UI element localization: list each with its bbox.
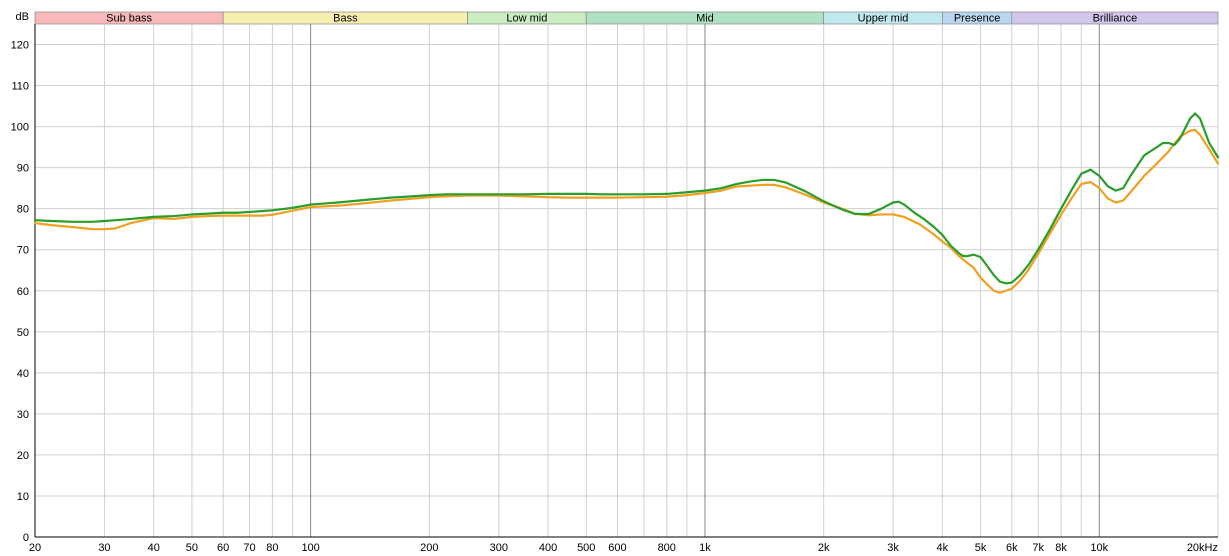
svg-text:20: 20 xyxy=(17,450,29,462)
svg-text:60: 60 xyxy=(17,286,29,298)
svg-text:2k: 2k xyxy=(818,542,830,554)
svg-text:800: 800 xyxy=(658,542,676,554)
svg-text:Brilliance: Brilliance xyxy=(1093,12,1138,24)
svg-text:Sub bass: Sub bass xyxy=(106,12,152,24)
y-axis-label: dB xyxy=(16,11,29,23)
svg-text:30: 30 xyxy=(98,542,110,554)
frequency-response-chart: Sub bass Bass Low mid Mid Upper mid Presence B… xyxy=(0,0,1229,556)
svg-text:Bass: Bass xyxy=(333,12,358,24)
svg-text:5k: 5k xyxy=(975,542,987,554)
svg-text:1k: 1k xyxy=(699,542,711,554)
svg-text:4k: 4k xyxy=(937,542,949,554)
svg-text:70: 70 xyxy=(243,542,255,554)
svg-text:Low mid: Low mid xyxy=(506,12,547,24)
svg-text:500: 500 xyxy=(577,542,595,554)
svg-text:90: 90 xyxy=(17,163,29,175)
svg-text:120: 120 xyxy=(11,40,29,52)
svg-text:70: 70 xyxy=(17,245,29,257)
svg-text:110: 110 xyxy=(11,81,29,93)
svg-text:300: 300 xyxy=(490,542,508,554)
frequency-bands: Sub bass Bass Low mid Mid Upper mid Presence B… xyxy=(35,12,1218,24)
svg-text:50: 50 xyxy=(186,542,198,554)
svg-text:6k: 6k xyxy=(1006,542,1018,554)
svg-text:8k: 8k xyxy=(1055,542,1067,554)
svg-text:20kHz: 20kHz xyxy=(1187,542,1218,554)
svg-text:20: 20 xyxy=(29,542,41,554)
svg-text:100: 100 xyxy=(301,542,319,554)
svg-text:600: 600 xyxy=(608,542,626,554)
svg-text:40: 40 xyxy=(17,368,29,380)
svg-text:Upper mid: Upper mid xyxy=(858,12,909,24)
svg-text:400: 400 xyxy=(539,542,557,554)
svg-text:Mid: Mid xyxy=(696,12,714,24)
svg-text:3k: 3k xyxy=(887,542,899,554)
svg-text:80: 80 xyxy=(266,542,278,554)
svg-text:7k: 7k xyxy=(1032,542,1044,554)
svg-text:30: 30 xyxy=(17,409,29,421)
svg-text:200: 200 xyxy=(420,542,438,554)
svg-text:50: 50 xyxy=(17,327,29,339)
svg-text:10k: 10k xyxy=(1090,542,1108,554)
svg-text:40: 40 xyxy=(148,542,160,554)
svg-text:80: 80 xyxy=(17,204,29,216)
svg-text:60: 60 xyxy=(217,542,229,554)
svg-text:10: 10 xyxy=(17,491,29,503)
svg-text:100: 100 xyxy=(11,122,29,134)
svg-text:Presence: Presence xyxy=(954,12,1000,24)
